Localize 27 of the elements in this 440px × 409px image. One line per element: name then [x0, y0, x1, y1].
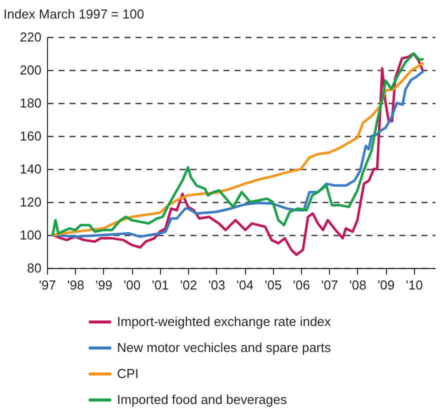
- x-tick-label: '09: [378, 278, 395, 292]
- x-tick-label: '98: [67, 278, 84, 292]
- legend-label: Imported food and beverages: [117, 392, 288, 407]
- y-tick-label: 220: [20, 30, 42, 44]
- x-tick-label: '01: [152, 278, 169, 292]
- y-tick-label: 200: [20, 62, 42, 78]
- x-tick-label: '99: [95, 278, 112, 292]
- x-tick-label: '97: [39, 278, 56, 292]
- x-tick-label: '06: [292, 278, 310, 292]
- legend-label: Import-weighted exchange rate index: [117, 314, 332, 329]
- y-tick-label: 100: [20, 228, 42, 242]
- y-axis-title: Index March 1997 = 100: [4, 6, 144, 22]
- x-tick-label: '04: [236, 278, 254, 292]
- legend-label: CPI: [117, 366, 139, 381]
- y-tick-label: 160: [20, 128, 42, 144]
- y-tick-label: 140: [20, 162, 42, 176]
- y-tick-label: 120: [20, 194, 42, 210]
- x-tick-label: '08: [349, 278, 366, 292]
- y-tick-label: 80: [27, 260, 42, 276]
- x-tick-label: '10: [406, 278, 423, 292]
- x-tick-label: '02: [180, 278, 198, 292]
- legend-label: New motor vechicles and spare parts: [117, 340, 332, 355]
- y-tick-label: 180: [20, 96, 42, 110]
- x-tick-label: '07: [321, 278, 338, 292]
- x-tick-label: '00: [124, 278, 141, 292]
- x-tick-label: '05: [264, 278, 282, 292]
- x-tick-label: '03: [208, 278, 226, 292]
